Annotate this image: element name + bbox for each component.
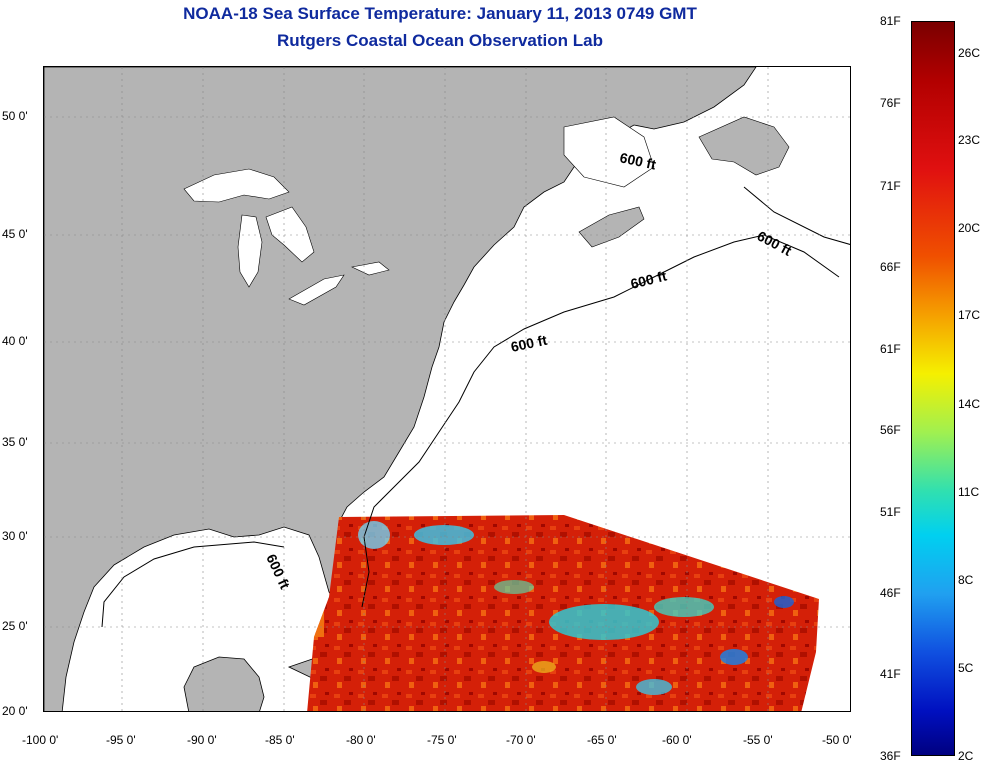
colorbar-c-label: 17C xyxy=(958,308,981,322)
lat-tick: 35 0' xyxy=(2,435,28,449)
colorbar-c-label: 14C xyxy=(958,397,981,411)
lat-tick: 45 0' xyxy=(2,227,28,241)
sst-swath xyxy=(307,515,819,711)
lat-tick: 50 0' xyxy=(2,109,28,123)
colorbar-c-label: 2C xyxy=(958,749,974,763)
lake-erie xyxy=(288,274,345,306)
lon-tick: -55 0' xyxy=(743,733,773,747)
isobath-600ft xyxy=(101,186,850,628)
lon-tick: -70 0' xyxy=(506,733,536,747)
lake-michigan xyxy=(237,214,263,288)
lon-tick: -90 0' xyxy=(187,733,217,747)
lat-tick: 40 0' xyxy=(2,334,28,348)
lon-tick: -60 0' xyxy=(662,733,692,747)
colorbar-f-label: 81F xyxy=(880,14,901,28)
lake-ontario xyxy=(351,261,390,276)
colorbar-f-label: 66F xyxy=(880,260,901,274)
land-yucatan xyxy=(183,656,265,711)
colorbar-f-label: 61F xyxy=(880,342,901,356)
lat-tick: 20 0' xyxy=(2,704,28,718)
colorbar-f-label: 76F xyxy=(880,96,901,110)
colorbar-c-label: 8C xyxy=(958,573,974,587)
map-subtitle: Rutgers Coastal Ocean Observation Lab xyxy=(277,31,603,50)
colorbar-f-label: 56F xyxy=(880,423,901,437)
sst-map[interactable]: 600 ft 600 ft 600 ft 600 ft 600 ft xyxy=(43,66,851,712)
colorbar-c-label: 5C xyxy=(958,661,974,675)
lon-tick: -95 0' xyxy=(106,733,136,747)
colorbar-c-label: 23C xyxy=(958,133,981,147)
contour-label: 600 ft xyxy=(509,332,548,355)
graticule xyxy=(44,67,850,711)
colorbar-f-label: 51F xyxy=(880,505,901,519)
nova-scotia xyxy=(578,206,645,248)
contour-label: 600 ft xyxy=(618,149,657,172)
colorbar-f-label: 46F xyxy=(880,586,901,600)
contour-label: 600 ft xyxy=(755,228,795,259)
lat-tick: 25 0' xyxy=(2,619,28,633)
colorbar-f-label: 41F xyxy=(880,667,901,681)
colorbar-c-label: 20C xyxy=(958,221,981,235)
lon-tick: -80 0' xyxy=(346,733,376,747)
lake-superior xyxy=(183,168,290,203)
lon-tick: -85 0' xyxy=(265,733,295,747)
lon-tick: -100 0' xyxy=(22,733,59,747)
temperature-colorbar xyxy=(911,21,955,756)
gulf-st-lawrence xyxy=(563,116,655,188)
lake-huron xyxy=(265,206,315,263)
colorbar-f-label: 36F xyxy=(880,749,901,763)
lon-tick: -65 0' xyxy=(587,733,617,747)
contour-label: 600 ft xyxy=(263,552,293,592)
lon-tick: -50 0' xyxy=(822,733,852,747)
colorbar-c-label: 11C xyxy=(958,485,980,499)
lon-tick: -75 0' xyxy=(427,733,457,747)
lat-tick: 30 0' xyxy=(2,529,28,543)
contour-label: 600 ft xyxy=(629,267,669,291)
map-canvas: 600 ft 600 ft 600 ft 600 ft 600 ft xyxy=(44,67,850,711)
newfoundland xyxy=(698,116,790,176)
colorbar-f-label: 71F xyxy=(880,179,901,193)
map-title: NOAA-18 Sea Surface Temperature: January… xyxy=(183,4,697,23)
colorbar-c-label: 26C xyxy=(958,46,981,60)
